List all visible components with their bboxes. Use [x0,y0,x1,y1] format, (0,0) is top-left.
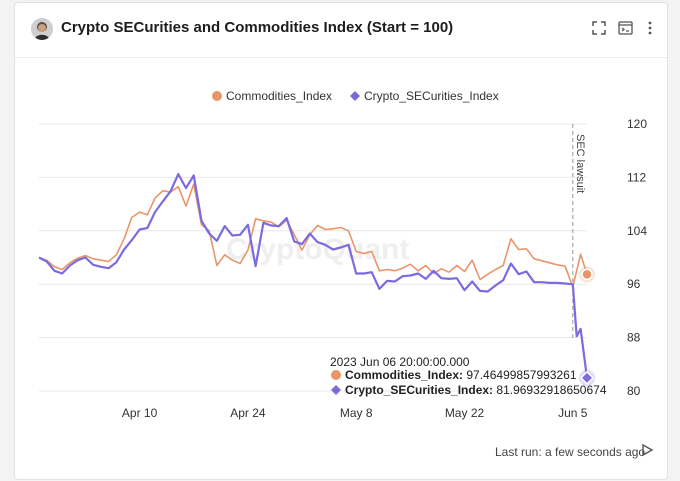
line-chart[interactable]: CryptoQuant Apr 10 Apr 24 May 8 May 22 Jun 5… [15,58,667,478]
series-line-Commodities_Index [38,183,588,288]
legend-label: Commodities_Index [226,89,332,103]
hover-point [581,268,593,281]
y-tick-label: 104 [627,224,647,238]
terminal-icon[interactable] [616,19,634,37]
tooltip-row-crypto: Crypto_SECurities_Index: 81.969329186506… [345,383,607,397]
tooltip-value: 81.96932918650674 [496,383,606,397]
avatar [31,18,53,40]
y-tick-label: 88 [627,331,641,345]
page-title: Crypto SECurities and Commodities Index … [61,19,454,36]
last-run-text: Last run: a few seconds ago [495,445,646,459]
x-tick-label: Apr 24 [230,406,266,420]
tooltip-diamond-marker [331,385,341,395]
legend-marker-diamond [350,91,360,101]
y-tick-label: 112 [627,170,646,184]
legend-marker-circle [212,91,222,101]
x-tick-label: Apr 10 [122,406,158,420]
x-tick-label: Jun 5 [558,406,588,420]
y-tick-label: 80 [627,384,641,398]
y-tick-label: 120 [627,117,647,131]
more-vertical-icon[interactable] [641,19,659,37]
annotation-label: SEC lawsuit [574,134,586,193]
legend-label: Crypto_SECurities_Index [364,89,499,103]
series-line-Crypto_SECurities_Index [38,172,589,379]
tooltip-date: 2023 Jun 06 20:00:00.000 [330,355,470,369]
hover-point [579,370,595,385]
tooltip-name: Commodities_Index [345,368,459,382]
play-icon[interactable] [640,443,656,459]
card-header: Crypto SECurities and Commodities Index … [15,3,667,58]
tooltip-circle-marker [331,370,341,380]
tooltip-name: Crypto_SECurities_Index [345,383,489,397]
y-tick-label: 96 [627,277,641,291]
chart-card: Crypto SECurities and Commodities Index … [14,2,668,480]
tooltip-row-commodities: Commodities_Index: 97.46499857993261 [345,368,577,382]
x-tick-label: May 8 [340,406,373,420]
tooltip: 2023 Jun 06 20:00:00.000 Commodities_Ind… [330,355,607,397]
fullscreen-icon[interactable] [590,19,608,37]
tooltip-value: 97.46499857993261 [466,368,576,382]
x-tick-label: May 22 [445,406,485,420]
